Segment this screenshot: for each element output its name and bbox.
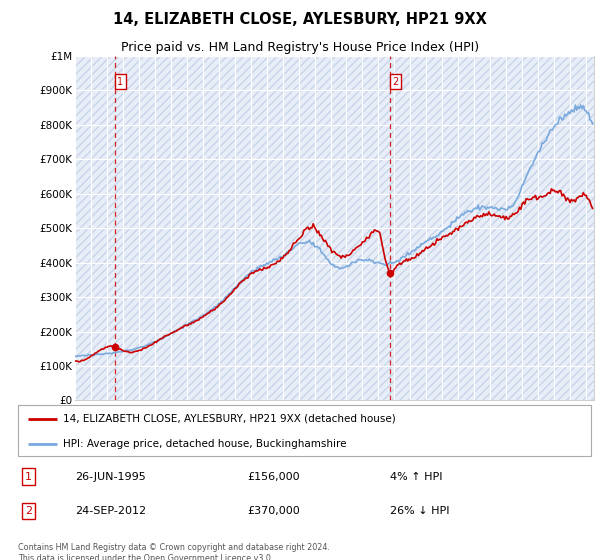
Text: 1: 1 <box>25 472 32 482</box>
Text: Contains HM Land Registry data © Crown copyright and database right 2024.
This d: Contains HM Land Registry data © Crown c… <box>18 543 330 560</box>
Text: £156,000: £156,000 <box>247 472 300 482</box>
Text: 1: 1 <box>118 77 124 87</box>
Text: 24-SEP-2012: 24-SEP-2012 <box>76 506 146 516</box>
Text: Price paid vs. HM Land Registry's House Price Index (HPI): Price paid vs. HM Land Registry's House … <box>121 41 479 54</box>
Text: 2: 2 <box>25 506 32 516</box>
Text: 26% ↓ HPI: 26% ↓ HPI <box>391 506 450 516</box>
Text: 4% ↑ HPI: 4% ↑ HPI <box>391 472 443 482</box>
FancyBboxPatch shape <box>18 405 591 456</box>
Text: 14, ELIZABETH CLOSE, AYLESBURY, HP21 9XX: 14, ELIZABETH CLOSE, AYLESBURY, HP21 9XX <box>113 12 487 27</box>
Text: 14, ELIZABETH CLOSE, AYLESBURY, HP21 9XX (detached house): 14, ELIZABETH CLOSE, AYLESBURY, HP21 9XX… <box>62 414 395 424</box>
Text: 2: 2 <box>392 77 399 87</box>
Text: £370,000: £370,000 <box>247 506 300 516</box>
Text: HPI: Average price, detached house, Buckinghamshire: HPI: Average price, detached house, Buck… <box>62 438 346 449</box>
Text: 26-JUN-1995: 26-JUN-1995 <box>76 472 146 482</box>
